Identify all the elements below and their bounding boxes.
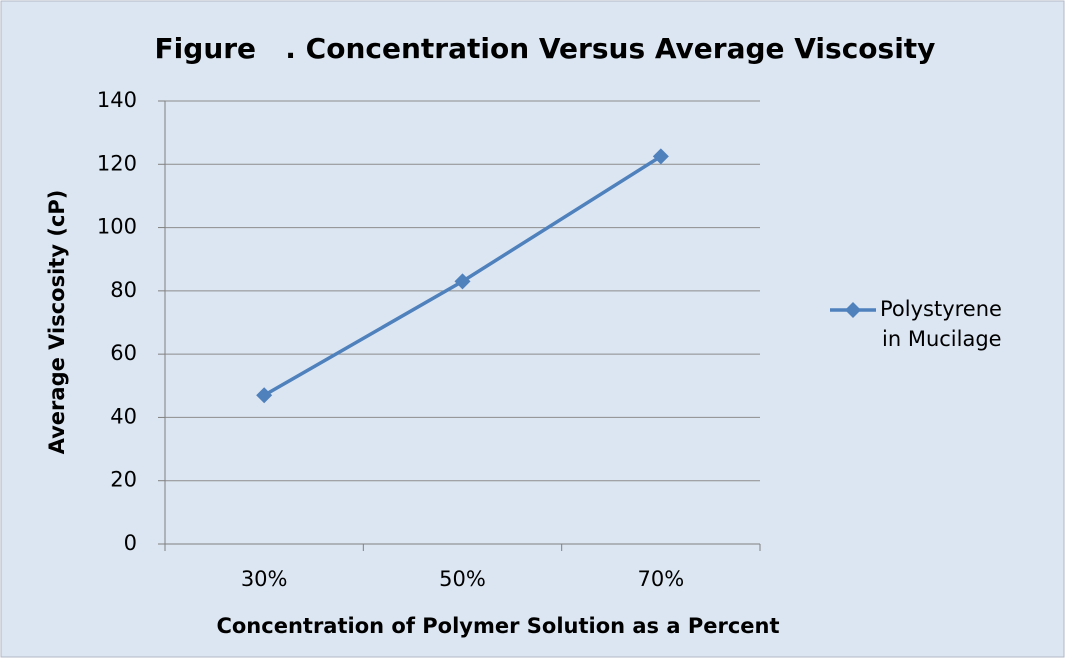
y-tick-label: 100	[97, 215, 137, 239]
y-tick-label: 80	[110, 278, 137, 302]
chart-title: Figure . Concentration Versus Average Vi…	[155, 32, 936, 65]
x-tick-label: 50%	[439, 567, 486, 591]
x-tick-label: 70%	[637, 567, 684, 591]
data-point	[454, 273, 471, 290]
data-point	[256, 387, 273, 404]
y-tick-label: 60	[110, 341, 137, 365]
legend-marker	[845, 302, 861, 318]
legend-label: Polystyrene in Mucilage	[880, 297, 1002, 351]
y-tick-label: 120	[97, 151, 137, 175]
x-tick-label: 30%	[241, 567, 288, 591]
x-axis-title: Concentration of Polymer Solution as a P…	[216, 614, 779, 638]
y-tick-label: 140	[97, 88, 137, 112]
y-tick-label: 20	[110, 468, 137, 492]
data-point	[652, 148, 669, 165]
y-tick-label: 40	[110, 404, 137, 428]
y-axis-title: Average Viscosity (cP)	[45, 190, 69, 455]
y-tick-label: 0	[124, 531, 137, 555]
